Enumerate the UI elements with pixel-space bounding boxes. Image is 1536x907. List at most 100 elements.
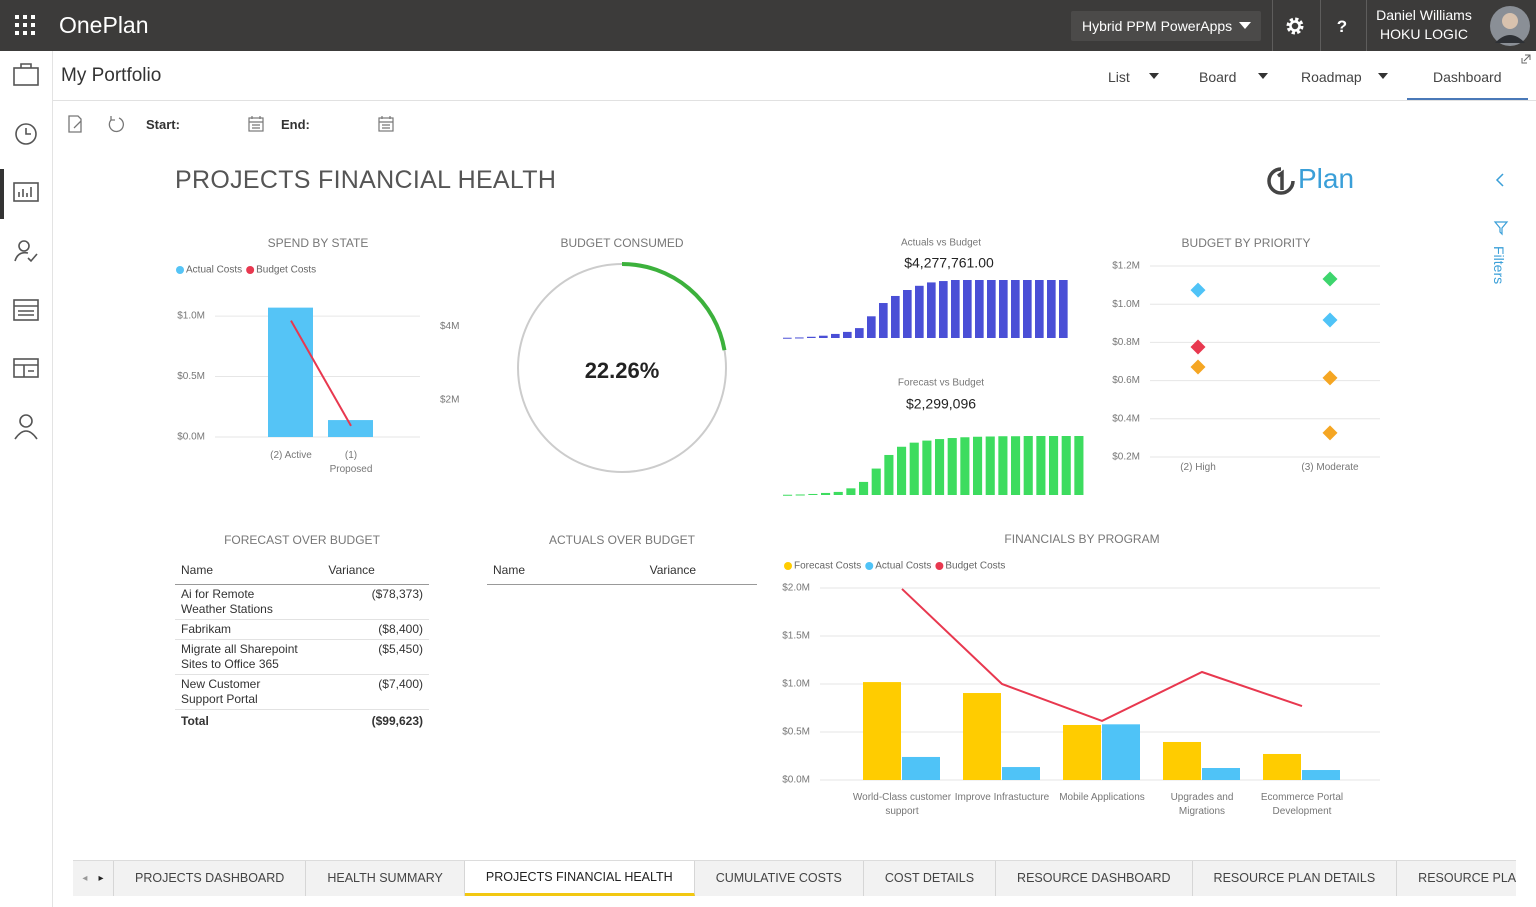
- start-date-picker[interactable]: [248, 116, 264, 132]
- view-caret[interactable]: [1377, 73, 1389, 81]
- report-tab[interactable]: CUMULATIVE COSTS: [695, 861, 864, 896]
- x-tick-label-box: Upgrades and Migrations: [1170, 792, 1234, 817]
- active-indicator: [0, 169, 4, 219]
- separator: [1366, 0, 1367, 51]
- total-value: ($99,623): [322, 709, 429, 731]
- bar: [871, 468, 881, 495]
- separator: [1272, 0, 1273, 51]
- x-tick-label: Ecommerce Portal Development: [1260, 792, 1344, 817]
- bar: [951, 280, 960, 338]
- filters-panel-icons: [1493, 173, 1509, 236]
- avatar-face: [1502, 13, 1518, 29]
- dashboard-icon[interactable]: [13, 182, 39, 202]
- refresh-button[interactable]: [108, 116, 125, 133]
- chart-title: Forecast vs Budget: [898, 378, 984, 389]
- bar: [1035, 280, 1044, 338]
- expand-button[interactable]: [1520, 53, 1532, 65]
- bar: [1202, 768, 1240, 780]
- view-tab[interactable]: Board: [1199, 69, 1237, 85]
- view-tab[interactable]: Roadmap: [1301, 69, 1362, 85]
- view-tab[interactable]: List: [1108, 69, 1130, 85]
- bar: [821, 492, 831, 495]
- bar: [973, 436, 983, 495]
- y-tick-label: $0.4M: [1112, 413, 1140, 424]
- report-tab[interactable]: PROJECTS DASHBOARD: [114, 861, 307, 896]
- user-name: Daniel Williams: [1376, 7, 1472, 23]
- bar: [947, 438, 957, 495]
- edit-button[interactable]: [68, 115, 82, 133]
- variance-cell: ($8,400): [322, 619, 429, 640]
- view-tab[interactable]: Dashboard: [1433, 69, 1502, 85]
- top-bar: OnePlan Hybrid PPM PowerApps ? Daniel Wi…: [0, 0, 1536, 51]
- bar: [1011, 280, 1020, 338]
- bar: [987, 280, 996, 338]
- avatar[interactable]: [1489, 5, 1531, 47]
- bar: [963, 693, 1001, 780]
- header-row: Name Variance: [487, 562, 757, 585]
- help-button[interactable]: ?: [1334, 16, 1350, 36]
- bar: [783, 337, 792, 339]
- bar: [909, 442, 919, 495]
- bar: [915, 285, 924, 338]
- y-tick-label: $0.0M: [177, 432, 205, 443]
- chart-title: BUDGET BY PRIORITY: [1182, 236, 1311, 250]
- bar: [891, 295, 900, 338]
- app-name[interactable]: OnePlan: [59, 12, 149, 38]
- report-tab[interactable]: RESOURCE PLAN VS CAPACITY: [1397, 861, 1516, 896]
- resources-icon[interactable]: [18, 240, 30, 252]
- column-header: Name: [487, 562, 644, 585]
- point: [1190, 359, 1206, 375]
- app-launcher[interactable]: [15, 15, 37, 37]
- x-tick-label: Upgrades and Migrations: [1170, 792, 1234, 817]
- report-tab[interactable]: COST DETAILS: [864, 861, 997, 896]
- legend-label: Budget Costs: [256, 265, 316, 276]
- bar: [1061, 436, 1071, 495]
- portfolio-icon[interactable]: [13, 67, 39, 86]
- end-date-picker[interactable]: [378, 116, 394, 132]
- name-cell: Migrate all Sharepoint Sites to Office 3…: [175, 639, 323, 675]
- calendar-icon[interactable]: [13, 299, 39, 321]
- view-caret[interactable]: [1148, 73, 1160, 81]
- report-tab[interactable]: HEALTH SUMMARY: [306, 861, 465, 896]
- data-table: FORECAST OVER BUDGET Name Variance Ai for R…: [175, 532, 429, 731]
- view-caret[interactable]: [1257, 73, 1269, 81]
- report-title: PROJECTS FINANCIAL HEALTH: [175, 166, 557, 194]
- bar: [985, 436, 995, 495]
- collapse-button[interactable]: [1495, 173, 1504, 187]
- bar: [1163, 741, 1201, 780]
- sidebar-icons: [0, 63, 39, 440]
- table-row: Fabrikam ($8,400): [175, 619, 429, 640]
- legend-swatch: [865, 562, 874, 570]
- report-tab[interactable]: PROJECTS FINANCIAL HEALTH: [464, 861, 695, 896]
- legend-swatch: [176, 266, 184, 274]
- bar: [1102, 724, 1140, 780]
- end-label: End:: [281, 117, 310, 132]
- report-tab[interactable]: RESOURCE PLAN DETAILS: [1193, 861, 1398, 896]
- gauge-arc: [621, 262, 727, 351]
- bar: [859, 481, 869, 495]
- gear-core: [1289, 20, 1301, 32]
- y-tick-label: $1.0M: [177, 311, 205, 322]
- x-tick-label: Mobile Applications: [1059, 792, 1145, 803]
- table: Name Variance: [487, 562, 757, 585]
- y-tick-label: $1.2M: [1112, 261, 1140, 272]
- point: [1190, 282, 1206, 298]
- bar: [1047, 280, 1056, 338]
- timesheet-icon[interactable]: [15, 123, 37, 145]
- board-icon[interactable]: [13, 358, 39, 378]
- filters-toggle[interactable]: Filters: [1491, 246, 1507, 285]
- profile-icon[interactable]: [19, 414, 33, 428]
- environment-picker[interactable]: Hybrid PPM PowerApps: [1071, 11, 1261, 41]
- x-tick-label: World-Class customer support: [852, 792, 952, 817]
- avatar-body: [1495, 35, 1525, 43]
- tab-scroller[interactable]: ◂ ▸: [73, 861, 114, 896]
- bar: [1049, 436, 1059, 495]
- bar: [1002, 767, 1040, 780]
- bar: [1263, 753, 1301, 780]
- bar: [1023, 280, 1032, 338]
- settings-button[interactable]: [1285, 16, 1305, 36]
- legend-label: Forecast Costs: [794, 561, 861, 572]
- caret: [1378, 73, 1388, 79]
- report-tab[interactable]: RESOURCE DASHBOARD: [996, 861, 1193, 896]
- user-info[interactable]: Daniel Williams HOKU LOGIC: [1370, 6, 1478, 44]
